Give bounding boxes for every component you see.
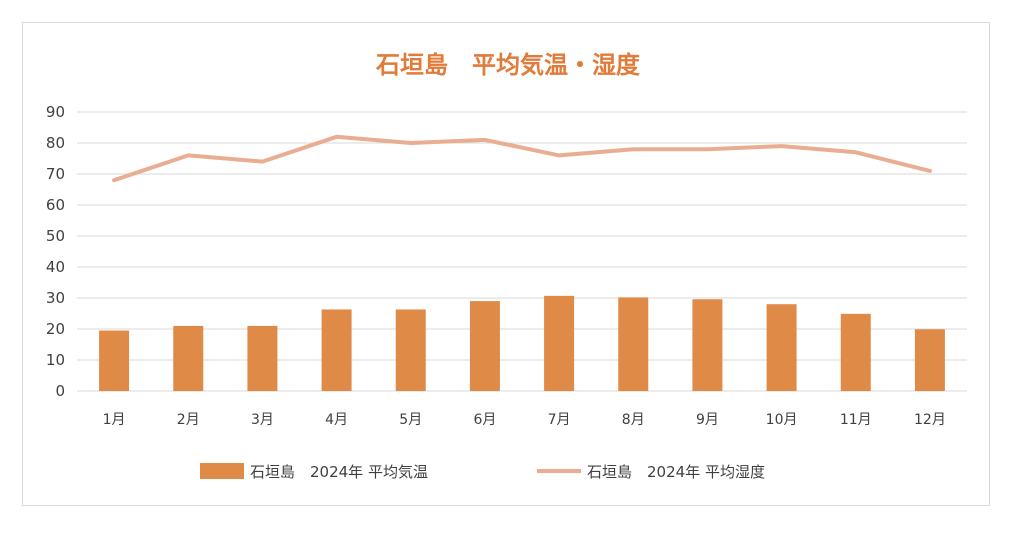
bar-temperature xyxy=(99,330,130,391)
grid-layer xyxy=(77,111,967,392)
legend-label-humidity: 石垣島 2024年 平均湿度 xyxy=(587,463,765,481)
bar-temperature xyxy=(618,297,649,391)
x-tick-label: 5月 xyxy=(399,412,422,428)
y-axis-ticks: 0 10 20 30 40 50 60 70 80 90 xyxy=(46,103,65,400)
bar-temperature xyxy=(544,295,575,391)
bar-series xyxy=(99,295,945,391)
y-tick-label: 90 xyxy=(46,103,65,121)
legend-swatch-temperature xyxy=(200,463,244,479)
legend: 石垣島 2024年 平均気温 石垣島 2024年 平均湿度 xyxy=(200,463,765,481)
bar-temperature xyxy=(840,313,871,391)
y-tick-label: 20 xyxy=(46,320,65,338)
y-tick-label: 10 xyxy=(46,351,65,369)
line-series xyxy=(112,134,932,183)
chart-svg: 石垣島 平均気温・湿度 0 10 20 30 40 50 60 70 80 90 1月 2月 3月 4月… xyxy=(46,51,967,481)
x-tick-label: 6月 xyxy=(473,412,496,428)
bar-temperature xyxy=(766,304,797,391)
x-tick-label: 12月 xyxy=(914,412,946,428)
chart-frame: 石垣島 平均気温・湿度 0 10 20 30 40 50 60 70 80 90 1月 2月 3月 4月… xyxy=(22,22,990,506)
x-tick-label: 4月 xyxy=(325,412,348,428)
x-tick-label: 8月 xyxy=(622,412,645,428)
x-tick-label: 1月 xyxy=(103,412,126,428)
y-tick-label: 30 xyxy=(46,289,65,307)
bar-temperature xyxy=(173,325,204,391)
bar-temperature xyxy=(914,329,945,391)
y-tick-label: 50 xyxy=(46,227,65,245)
line-humidity xyxy=(112,134,932,183)
x-tick-label: 3月 xyxy=(251,412,274,428)
bar-temperature xyxy=(395,309,426,391)
x-tick-label: 7月 xyxy=(548,412,571,428)
bar-temperature xyxy=(692,299,723,391)
y-tick-label: 40 xyxy=(46,258,65,276)
y-tick-label: 80 xyxy=(46,134,65,152)
bar-temperature xyxy=(321,309,352,391)
bar-temperature xyxy=(247,325,278,391)
x-tick-label: 11月 xyxy=(840,412,872,428)
y-tick-label: 0 xyxy=(55,382,65,400)
x-tick-label: 2月 xyxy=(177,412,200,428)
x-tick-label: 9月 xyxy=(696,412,719,428)
x-tick-label: 10月 xyxy=(766,412,798,428)
bar-temperature xyxy=(469,301,500,391)
y-tick-label: 60 xyxy=(46,196,65,214)
y-tick-label: 70 xyxy=(46,165,65,183)
legend-label-temperature: 石垣島 2024年 平均気温 xyxy=(250,463,428,481)
x-axis-ticks: 1月 2月 3月 4月 5月 6月 7月 8月 9月 10月 11月 12月 xyxy=(103,412,946,428)
chart-title: 石垣島 平均気温・湿度 xyxy=(375,51,641,79)
